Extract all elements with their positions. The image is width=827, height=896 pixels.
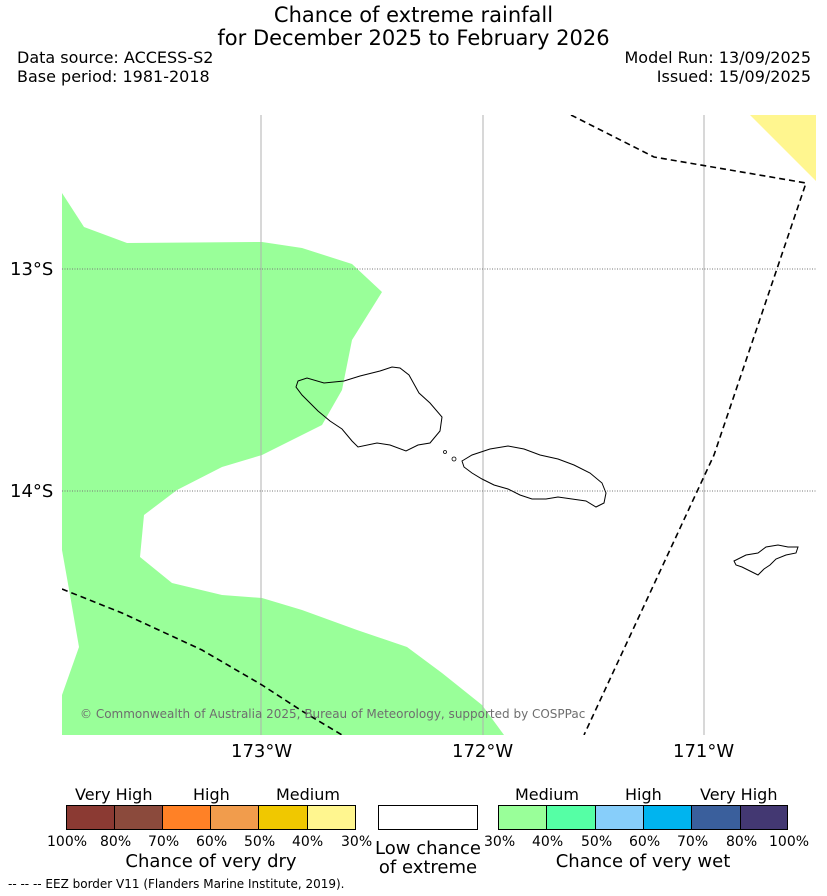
wet-swatch-6 — [740, 805, 788, 830]
model-run: Model Run: 13/09/2025 — [624, 48, 812, 67]
wet-level-medium: Medium — [515, 785, 579, 804]
lon-tick-172w: 172°W — [452, 741, 514, 762]
tutuila-island — [733, 544, 799, 576]
title-line-1: Chance of extreme rainfall — [273, 3, 554, 27]
dry-pct-60: 60% — [196, 834, 228, 850]
wet-pct-50: 50% — [581, 834, 613, 850]
dry-level-very-high: Very High — [75, 785, 153, 804]
dry-pct-50: 50% — [244, 834, 276, 850]
wet-swatch-3 — [595, 805, 644, 830]
dry-pct-70: 70% — [148, 834, 180, 850]
dry-pct-30: 30% — [341, 834, 373, 850]
wet-medium-region — [62, 193, 504, 735]
dry-pct-40: 40% — [292, 834, 324, 850]
wet-pct-60: 60% — [629, 834, 661, 850]
dry-swatch-4 — [210, 805, 259, 830]
dry-swatch-5 — [258, 805, 308, 830]
dry-swatch-3 — [162, 805, 211, 830]
wet-caption: Chance of very wet — [555, 851, 731, 872]
issued-date: Issued: 15/09/2025 — [656, 67, 811, 86]
gridlines — [62, 115, 816, 735]
low-chance-swatch — [378, 805, 478, 830]
upolu-island — [461, 445, 607, 508]
lon-tick-173w: 173°W — [231, 741, 293, 762]
wet-level-very-high: Very High — [700, 785, 778, 804]
dry-pct-100: 100% — [47, 834, 88, 850]
lat-tick-13s: 13°S — [10, 259, 54, 280]
title-line-2: for December 2025 to February 2026 — [217, 26, 610, 50]
dry-level-high: High — [193, 785, 230, 804]
forecast-map: © Commonwealth of Australia 2025, Bureau… — [62, 115, 816, 735]
wet-swatch-4 — [643, 805, 692, 830]
data-source: Data source: ACCESS-S2 — [17, 48, 214, 67]
wet-swatch-2 — [546, 805, 596, 830]
dry-swatch-6 — [307, 805, 356, 830]
eez-footnote: -- -- -- EEZ border V11 (Flanders Marine… — [8, 877, 345, 891]
wet-swatch-1 — [498, 805, 547, 830]
low-caption-line-2: of extreme — [378, 857, 478, 878]
low-caption-line-1: Low chance — [375, 838, 481, 859]
lat-tick-14s: 14°S — [10, 481, 54, 502]
wet-pct-80: 80% — [726, 834, 758, 850]
dry-pct-80: 80% — [100, 834, 132, 850]
wet-pct-100: 100% — [769, 834, 810, 850]
map-copyright: © Commonwealth of Australia 2025, Bureau… — [80, 707, 585, 721]
wet-pct-30: 30% — [484, 834, 516, 850]
wet-pct-70: 70% — [677, 834, 709, 850]
wet-swatch-5 — [691, 805, 741, 830]
lon-tick-171w: 171°W — [673, 741, 735, 762]
savaii-island — [295, 366, 443, 452]
dry-level-medium: Medium — [276, 785, 340, 804]
base-period: Base period: 1981-2018 — [17, 67, 210, 86]
dry-swatch-2 — [114, 805, 163, 830]
dry-medium-region — [750, 115, 816, 181]
dry-caption: Chance of very dry — [125, 851, 297, 872]
eez-border — [62, 115, 808, 735]
dry-swatch-1 — [66, 805, 115, 830]
wet-pct-40: 40% — [532, 834, 564, 850]
wet-level-high: High — [625, 785, 662, 804]
